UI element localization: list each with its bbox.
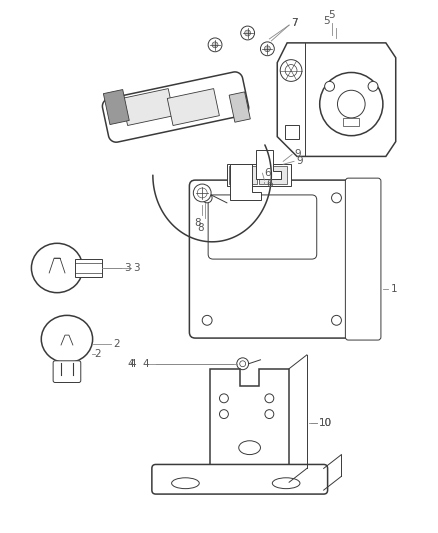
Text: 10: 10 [319,418,332,428]
Circle shape [219,410,228,418]
FancyBboxPatch shape [208,195,317,259]
Circle shape [320,72,383,136]
Circle shape [202,193,212,203]
Circle shape [368,82,378,91]
Polygon shape [103,90,129,125]
Text: 6: 6 [265,168,271,178]
Circle shape [265,410,274,418]
Circle shape [325,82,335,91]
Text: 8: 8 [197,222,204,232]
Polygon shape [229,92,251,122]
Text: 1: 1 [391,284,397,294]
Polygon shape [210,369,289,482]
Text: 8: 8 [194,217,201,228]
Bar [259,166,287,184]
Circle shape [208,38,222,52]
Circle shape [265,394,274,403]
Circle shape [202,316,212,325]
FancyBboxPatch shape [189,180,354,338]
Polygon shape [255,149,281,179]
Circle shape [265,46,270,52]
Text: 4: 4 [128,359,134,369]
Bar [343,118,359,126]
Polygon shape [102,72,249,142]
Text: 6: 6 [266,179,273,189]
Bar [227,164,291,186]
Text: 5: 5 [323,16,330,26]
Text: 3: 3 [133,263,140,273]
Ellipse shape [172,478,199,489]
Polygon shape [167,88,219,125]
FancyBboxPatch shape [152,464,328,494]
Polygon shape [122,88,174,125]
Ellipse shape [239,441,261,455]
Circle shape [285,64,297,76]
Bar [229,166,257,184]
Text: 7: 7 [291,18,298,28]
Text: 5: 5 [328,10,335,20]
Polygon shape [277,43,396,156]
Text: 4: 4 [130,359,136,369]
Text: 9: 9 [296,156,303,166]
Text: 4: 4 [142,359,149,369]
Ellipse shape [41,316,92,363]
Circle shape [193,184,211,202]
Circle shape [337,90,365,118]
Text: 2: 2 [113,339,120,349]
Text: 7: 7 [291,18,298,28]
Text: 3: 3 [124,263,131,273]
Circle shape [237,358,249,370]
Circle shape [212,42,218,48]
Circle shape [332,316,342,325]
Polygon shape [230,164,261,200]
Circle shape [261,42,274,56]
Ellipse shape [272,478,300,489]
Circle shape [219,394,228,403]
Bar [75,259,102,277]
Circle shape [197,188,207,198]
Circle shape [280,60,302,82]
FancyBboxPatch shape [346,178,381,340]
Text: 9: 9 [294,149,300,159]
Circle shape [241,26,254,40]
Circle shape [332,193,342,203]
Text: 2: 2 [95,349,101,359]
Circle shape [240,361,246,367]
Text: 10: 10 [319,418,332,428]
Circle shape [245,30,251,36]
Bar [285,125,299,139]
Ellipse shape [32,243,83,293]
FancyBboxPatch shape [53,361,81,383]
